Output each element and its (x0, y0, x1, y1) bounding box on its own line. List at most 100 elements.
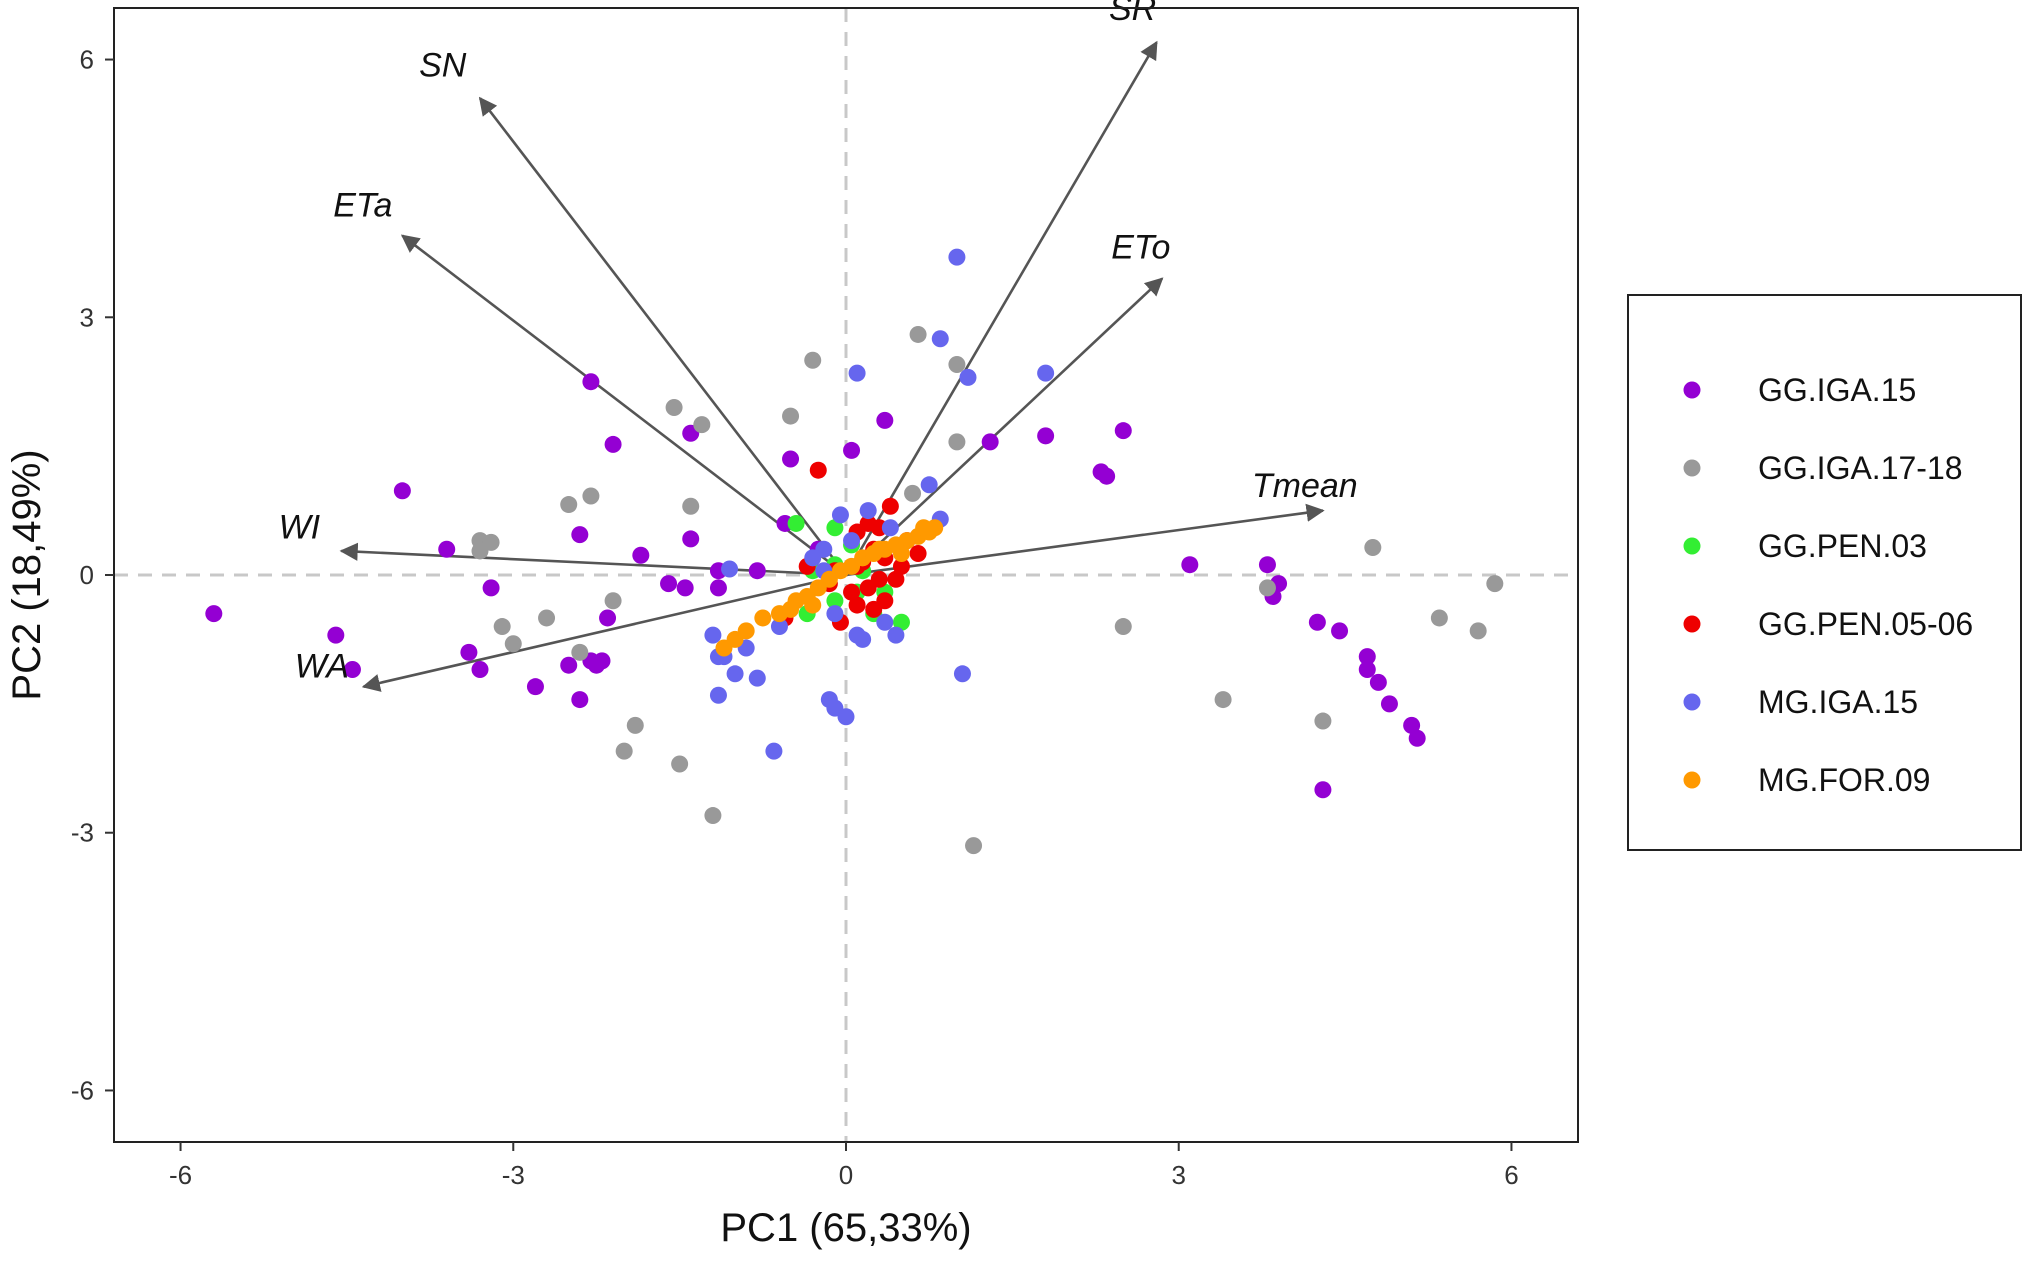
data-point (343, 661, 361, 678)
data-point (582, 373, 600, 391)
legend-label: MG.IGA.15 (1758, 684, 1918, 720)
x-axis: -6 -3 0 3 6 (169, 1142, 1519, 1190)
data-point (1308, 613, 1326, 631)
data-point (1114, 618, 1132, 636)
data-point (599, 609, 617, 627)
loading-label-sr: SR (1109, 0, 1156, 28)
data-point (709, 686, 727, 704)
data-point (1369, 673, 1387, 691)
loading-arrow-sr (844, 40, 1158, 576)
data-point (865, 600, 883, 618)
loading-label-sn: SN (419, 47, 467, 85)
data-point (959, 368, 977, 386)
data-point (804, 596, 822, 614)
data-point (881, 519, 899, 537)
data-point (604, 592, 622, 610)
legend: GG.IGA.15 GG.IGA.17-18 GG.PEN.03 GG.PEN.05-… (1627, 294, 2022, 851)
y-axis-title: PC2 (18,49%) (5, 449, 49, 700)
loading-arrow-tmean (845, 503, 1325, 577)
data-point (560, 656, 578, 674)
data-point (892, 557, 910, 575)
data-point (582, 487, 600, 505)
legend-item: MG.IGA.15 (1683, 684, 1918, 720)
loading-arrow-wi (339, 542, 847, 577)
data-point (843, 532, 861, 550)
y-tick-label: 3 (80, 302, 94, 332)
data-point (1258, 556, 1276, 574)
data-point (660, 575, 678, 593)
y-tick-label: -6 (71, 1075, 94, 1105)
data-point (704, 626, 722, 644)
data-point (1430, 609, 1448, 627)
data-point (626, 716, 644, 734)
data-point (1098, 467, 1116, 485)
data-point (931, 330, 949, 348)
legend-label: GG.IGA.17-18 (1758, 450, 1963, 486)
data-point (471, 661, 489, 678)
data-point (826, 605, 844, 623)
data-point (948, 356, 966, 374)
data-point (604, 435, 622, 453)
series-mg-iga-15 (704, 248, 1055, 760)
data-point (493, 618, 511, 636)
loading-label-wi: WI (279, 508, 321, 546)
data-point (205, 605, 223, 623)
legend-item: GG.PEN.05-06 (1683, 606, 1973, 642)
data-point (770, 618, 788, 636)
data-point (721, 560, 739, 578)
data-point (892, 545, 910, 563)
data-point (1314, 781, 1332, 799)
legend-key (1683, 771, 1701, 789)
data-point (782, 600, 800, 618)
data-point (782, 407, 800, 425)
data-point (665, 398, 683, 416)
data-point (704, 807, 722, 825)
data-point (948, 248, 966, 266)
data-point (892, 613, 910, 631)
data-point (815, 540, 833, 558)
loading-label-wa: WA (295, 647, 349, 685)
data-point (1037, 427, 1055, 445)
data-point (948, 433, 966, 451)
data-point (1258, 579, 1276, 597)
score-points (205, 248, 1504, 855)
data-point (782, 450, 800, 468)
x-axis-title: PC1 (65,33%) (720, 1206, 971, 1250)
data-point (682, 497, 700, 515)
data-point (859, 502, 877, 520)
data-point (876, 411, 894, 429)
data-point (748, 562, 766, 580)
data-point (482, 533, 500, 551)
data-point (915, 519, 933, 537)
data-point (887, 626, 905, 644)
data-point (676, 579, 694, 597)
x-tick-label: 3 (1171, 1160, 1185, 1190)
data-point (632, 546, 650, 564)
data-point (981, 433, 999, 451)
loading-arrow-sn (478, 96, 848, 576)
data-point (526, 678, 544, 696)
legend-key (1683, 615, 1701, 633)
data-point (909, 325, 927, 343)
data-point (571, 526, 589, 544)
data-point (953, 665, 971, 683)
data-point (904, 484, 922, 502)
data-point (1214, 691, 1232, 709)
data-point (804, 351, 822, 369)
legend-label: GG.PEN.03 (1758, 528, 1927, 564)
legend-key (1683, 693, 1701, 711)
legend-label: MG.FOR.09 (1758, 762, 1930, 798)
data-point (876, 613, 894, 631)
data-point (671, 755, 689, 773)
loading-arrow-wa (361, 573, 847, 692)
data-point (909, 545, 927, 563)
legend-label: GG.PEN.05-06 (1758, 606, 1973, 642)
data-point (482, 579, 500, 597)
data-point (843, 441, 861, 459)
data-point (1380, 695, 1398, 713)
data-point (965, 837, 983, 855)
data-point (693, 416, 711, 434)
data-point (1114, 422, 1132, 440)
data-point (726, 665, 744, 683)
legend-item: GG.IGA.15 (1683, 372, 1916, 408)
